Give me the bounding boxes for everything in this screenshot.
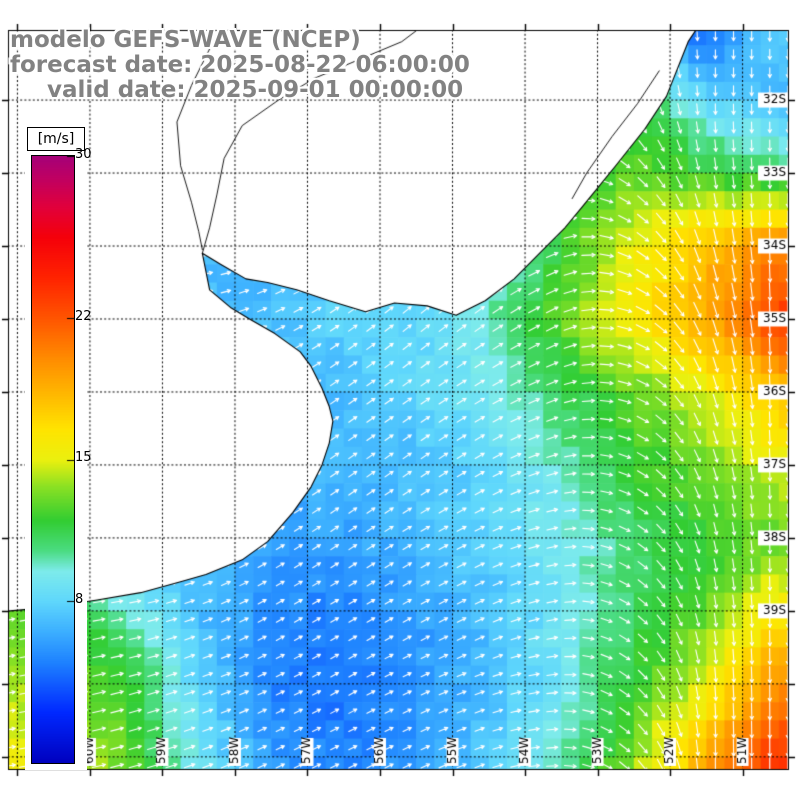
forecast-date-line: forecast date: 2025-08-22 06:00:00 xyxy=(10,52,470,78)
valid-date-line: valid date: 2025-09-01 00:00:00 xyxy=(47,77,464,103)
colorbar-tick-label: 30 xyxy=(75,147,92,162)
colorbar-tick-label: 8 xyxy=(75,592,84,607)
colorbar: [m/s] 30 22 15 8 xyxy=(25,124,92,770)
colorbar-gradient xyxy=(31,155,75,764)
model-title: modelo GEFS-WAVE (NCEP) xyxy=(10,27,361,53)
colorbar-units-label: [m/s] xyxy=(27,127,85,151)
title-block: modelo GEFS-WAVE (NCEP) forecast date: 2… xyxy=(10,28,470,103)
colorbar-tick-label: 22 xyxy=(75,309,92,324)
colorbar-tick-label: 15 xyxy=(75,450,92,465)
